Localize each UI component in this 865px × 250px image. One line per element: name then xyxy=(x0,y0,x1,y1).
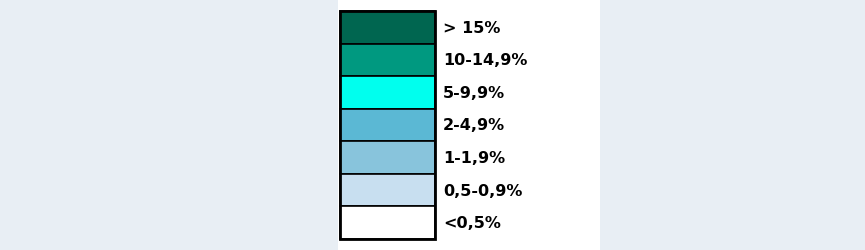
Bar xyxy=(340,12,435,239)
Bar xyxy=(340,77,435,109)
Bar xyxy=(0,0,338,250)
Text: > 15%: > 15% xyxy=(443,21,500,36)
Text: 1-1,9%: 1-1,9% xyxy=(443,150,505,166)
Text: 5-9,9%: 5-9,9% xyxy=(443,86,505,100)
Bar xyxy=(340,109,435,142)
Bar xyxy=(340,12,435,44)
Bar xyxy=(600,0,865,250)
Bar xyxy=(340,206,435,239)
Text: 10-14,9%: 10-14,9% xyxy=(443,53,528,68)
Bar xyxy=(340,44,435,77)
Bar xyxy=(340,174,435,206)
Bar xyxy=(340,142,435,174)
Text: 2-4,9%: 2-4,9% xyxy=(443,118,505,133)
Text: <0,5%: <0,5% xyxy=(443,215,501,230)
Text: 0,5-0,9%: 0,5-0,9% xyxy=(443,183,522,198)
